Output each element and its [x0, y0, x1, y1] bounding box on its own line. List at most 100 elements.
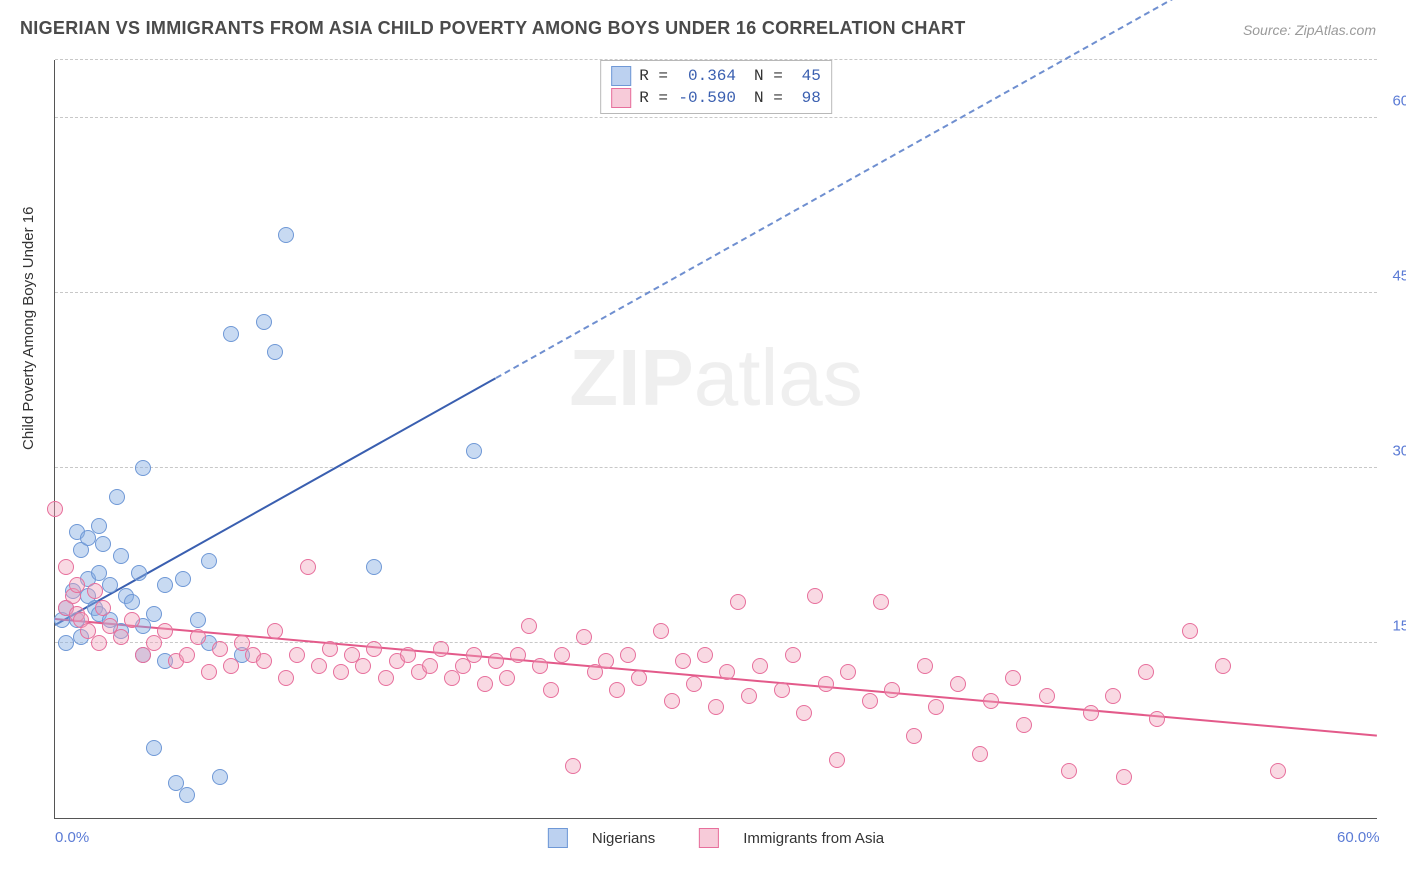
- data-point: [366, 641, 382, 657]
- data-point: [300, 559, 316, 575]
- data-point: [157, 623, 173, 639]
- y-axis-label: Child Poverty Among Boys Under 16: [20, 207, 37, 450]
- data-point: [278, 227, 294, 243]
- data-point: [212, 769, 228, 785]
- swatch-blue: [611, 66, 631, 86]
- data-point: [917, 658, 933, 674]
- data-point: [1083, 705, 1099, 721]
- data-point: [554, 647, 570, 663]
- data-point: [400, 647, 416, 663]
- data-point: [58, 559, 74, 575]
- data-point: [311, 658, 327, 674]
- data-point: [124, 612, 140, 628]
- legend-row-blue: R = 0.364 N = 45: [611, 65, 821, 87]
- data-point: [752, 658, 768, 674]
- data-point: [91, 635, 107, 651]
- data-point: [87, 583, 103, 599]
- data-point: [620, 647, 636, 663]
- data-point: [1005, 670, 1021, 686]
- data-point: [1270, 763, 1286, 779]
- data-point: [267, 623, 283, 639]
- y-tick-label: 60.0%: [1383, 93, 1406, 110]
- data-point: [983, 693, 999, 709]
- legend-row-pink: R = -0.590 N = 98: [611, 87, 821, 109]
- data-point: [322, 641, 338, 657]
- data-point: [818, 676, 834, 692]
- data-point: [675, 653, 691, 669]
- data-point: [223, 658, 239, 674]
- trendline: [495, 0, 1377, 379]
- data-point: [109, 489, 125, 505]
- data-point: [212, 641, 228, 657]
- data-point: [355, 658, 371, 674]
- gridline: [55, 642, 1377, 643]
- y-tick-label: 45.0%: [1383, 268, 1406, 285]
- swatch-pink: [611, 88, 631, 108]
- data-point: [95, 536, 111, 552]
- data-point: [201, 664, 217, 680]
- data-point: [653, 623, 669, 639]
- data-point: [58, 635, 74, 651]
- source-label: Source: ZipAtlas.com: [1243, 22, 1376, 38]
- data-point: [950, 676, 966, 692]
- gridline: [55, 292, 1377, 293]
- data-point: [477, 676, 493, 692]
- plot-area: ZIPatlas R = 0.364 N = 45 R = -0.590 N =…: [54, 60, 1377, 819]
- swatch-blue-bottom: [548, 828, 568, 848]
- data-point: [741, 688, 757, 704]
- data-point: [175, 571, 191, 587]
- correlation-legend: R = 0.364 N = 45 R = -0.590 N = 98: [600, 60, 832, 114]
- series-legend: Nigerians Immigrants from Asia: [548, 828, 884, 848]
- data-point: [686, 676, 702, 692]
- data-point: [69, 577, 85, 593]
- data-point: [95, 600, 111, 616]
- data-point: [124, 594, 140, 610]
- x-tick-label: 60.0%: [1337, 829, 1380, 846]
- data-point: [378, 670, 394, 686]
- data-point: [256, 653, 272, 669]
- data-point: [47, 501, 63, 517]
- data-point: [179, 647, 195, 663]
- data-point: [774, 682, 790, 698]
- data-point: [179, 787, 195, 803]
- data-point: [135, 460, 151, 476]
- data-point: [972, 746, 988, 762]
- legend-label-asia: Immigrants from Asia: [743, 830, 884, 847]
- data-point: [862, 693, 878, 709]
- data-point: [829, 752, 845, 768]
- data-point: [730, 594, 746, 610]
- data-point: [201, 553, 217, 569]
- data-point: [190, 612, 206, 628]
- data-point: [1215, 658, 1231, 674]
- data-point: [873, 594, 889, 610]
- data-point: [532, 658, 548, 674]
- chart-title: NIGERIAN VS IMMIGRANTS FROM ASIA CHILD P…: [20, 18, 966, 39]
- swatch-pink-bottom: [699, 828, 719, 848]
- chart-container: NIGERIAN VS IMMIGRANTS FROM ASIA CHILD P…: [0, 0, 1406, 892]
- data-point: [807, 588, 823, 604]
- data-point: [631, 670, 647, 686]
- data-point: [102, 577, 118, 593]
- watermark: ZIPatlas: [569, 332, 862, 424]
- data-point: [422, 658, 438, 674]
- data-point: [91, 518, 107, 534]
- data-point: [131, 565, 147, 581]
- data-point: [499, 670, 515, 686]
- data-point: [488, 653, 504, 669]
- data-point: [598, 653, 614, 669]
- data-point: [785, 647, 801, 663]
- gridline: [55, 59, 1377, 60]
- data-point: [719, 664, 735, 680]
- gridline: [55, 467, 1377, 468]
- data-point: [1061, 763, 1077, 779]
- data-point: [1182, 623, 1198, 639]
- x-tick-label: 0.0%: [55, 829, 89, 846]
- data-point: [466, 647, 482, 663]
- data-point: [146, 606, 162, 622]
- data-point: [1116, 769, 1132, 785]
- data-point: [576, 629, 592, 645]
- data-point: [609, 682, 625, 698]
- data-point: [157, 577, 173, 593]
- y-tick-label: 30.0%: [1383, 443, 1406, 460]
- data-point: [510, 647, 526, 663]
